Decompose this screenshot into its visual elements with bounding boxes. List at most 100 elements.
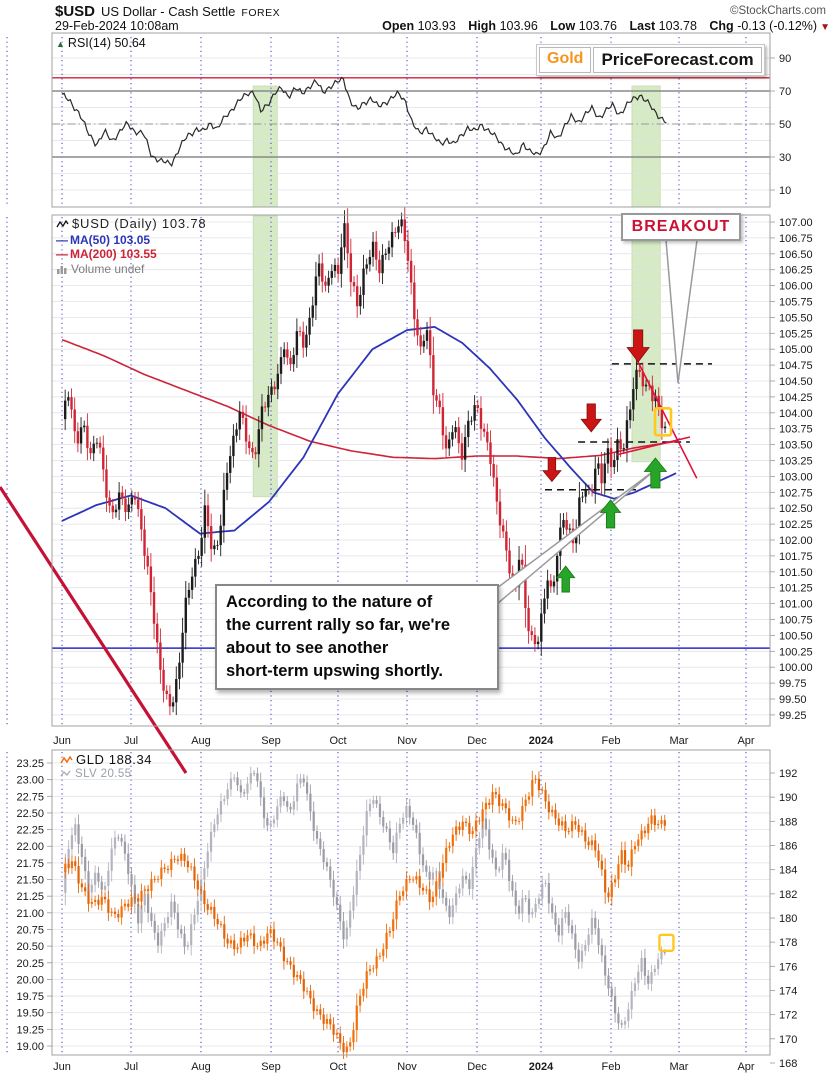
svg-text:186: 186 xyxy=(779,840,797,852)
svg-text:20.00: 20.00 xyxy=(16,974,44,986)
last-label: Last xyxy=(629,19,656,33)
last-value: 103.78 xyxy=(658,19,697,33)
main-chart-legend: $USD (Daily) 103.78 — MA(50) 103.05 — MA(2… xyxy=(56,216,207,278)
gld-legend-row: GLD 188.34 xyxy=(60,752,152,768)
exchange-label: FOREX xyxy=(241,7,281,19)
svg-text:182: 182 xyxy=(779,889,797,901)
svg-text:174: 174 xyxy=(779,985,797,997)
svg-text:106.50: 106.50 xyxy=(779,249,813,261)
svg-text:Dec: Dec xyxy=(467,1061,487,1073)
svg-text:105.50: 105.50 xyxy=(779,312,813,324)
svg-text:22.25: 22.25 xyxy=(16,825,44,837)
usd-legend-row: $USD (Daily) 103.78 xyxy=(56,216,207,233)
signal-arrows xyxy=(542,329,668,593)
svg-text:Aug: Aug xyxy=(191,1061,211,1073)
svg-text:107.00: 107.00 xyxy=(779,217,813,229)
high-value: 103.96 xyxy=(499,19,538,33)
gld-slv-panel xyxy=(64,766,666,1059)
svg-text:103.25: 103.25 xyxy=(779,456,813,468)
ma50-legend-row: — MA(50) 103.05 xyxy=(56,233,206,248)
change-down-triangle-icon: ▼ xyxy=(820,22,830,33)
svg-text:21.50: 21.50 xyxy=(16,875,44,887)
svg-text:101.50: 101.50 xyxy=(779,567,813,579)
svg-text:90: 90 xyxy=(779,53,791,65)
longterm-trendline xyxy=(0,486,188,774)
rsi-panel xyxy=(52,76,770,168)
symbol-label: $USD xyxy=(55,3,96,20)
copyright-label: ©StockCharts.com xyxy=(729,5,826,17)
svg-text:2024: 2024 xyxy=(529,1061,554,1073)
ma50-legend-label: MA(50) 103.05 xyxy=(70,232,151,247)
usd-legend-label: $USD (Daily) 103.78 xyxy=(72,216,207,231)
svg-text:101.25: 101.25 xyxy=(779,583,813,595)
rsi-indicator-icon: ▲ xyxy=(56,39,65,49)
svg-text:21.75: 21.75 xyxy=(16,858,44,870)
svg-text:23.25: 23.25 xyxy=(16,758,44,770)
svg-text:Apr: Apr xyxy=(737,1061,754,1073)
svg-text:99.25: 99.25 xyxy=(779,710,807,722)
svg-text:21.25: 21.25 xyxy=(16,891,44,903)
svg-text:184: 184 xyxy=(779,865,797,877)
volume-legend-row: Volume undef xyxy=(56,262,206,278)
svg-text:105.00: 105.00 xyxy=(779,344,813,356)
svg-text:19.25: 19.25 xyxy=(16,1024,44,1036)
svg-text:190: 190 xyxy=(779,792,797,804)
analysis-note-box: According to the nature of the current r… xyxy=(215,584,499,690)
svg-text:Nov: Nov xyxy=(397,1061,417,1073)
svg-text:101.75: 101.75 xyxy=(779,551,813,563)
svg-text:172: 172 xyxy=(779,1010,797,1022)
slv-legend-row: SLV 20.55 xyxy=(60,768,152,781)
svg-text:Oct: Oct xyxy=(329,735,346,747)
svg-text:Oct: Oct xyxy=(329,1061,346,1073)
svg-text:106.75: 106.75 xyxy=(779,233,813,245)
chart-header: $USD US Dollar - Cash Settle FOREX xyxy=(55,3,280,21)
svg-text:180: 180 xyxy=(779,913,797,925)
volume-bars-icon xyxy=(56,263,68,278)
svg-text:30: 30 xyxy=(779,152,791,164)
svg-text:20.75: 20.75 xyxy=(16,924,44,936)
svg-text:192: 192 xyxy=(779,768,797,780)
panel-borders xyxy=(51,32,771,1056)
svg-text:50: 50 xyxy=(779,119,791,131)
svg-text:102.25: 102.25 xyxy=(779,519,813,531)
svg-text:178: 178 xyxy=(779,937,797,949)
svg-text:168: 168 xyxy=(779,1058,797,1070)
svg-text:188: 188 xyxy=(779,816,797,828)
note-line-4: short-term upswing shortly. xyxy=(226,662,443,680)
svg-text:105.25: 105.25 xyxy=(779,328,813,340)
svg-text:19.50: 19.50 xyxy=(16,1008,44,1020)
rsi-legend: ▲ RSI(14) 50.64 xyxy=(56,36,146,50)
slv-last-highlight xyxy=(658,933,675,952)
svg-text:Mar: Mar xyxy=(670,1061,689,1073)
svg-text:70: 70 xyxy=(779,86,791,98)
open-label: Open xyxy=(382,19,415,33)
note-line-2: the current rally so far, we're xyxy=(226,616,451,634)
svg-text:Dec: Dec xyxy=(467,735,487,747)
svg-text:Mar: Mar xyxy=(670,735,689,747)
svg-text:Jul: Jul xyxy=(124,1061,138,1073)
quote-datetime: 29-Feb-2024 10:08am xyxy=(55,19,179,33)
axis-labels: 90 70 50 30 10 107.00 106.75 106.50 106.25 106.00… xyxy=(16,53,812,1070)
highlight-bands xyxy=(252,85,661,498)
svg-text:103.75: 103.75 xyxy=(779,424,813,436)
svg-text:100.25: 100.25 xyxy=(779,646,813,658)
svg-text:Jul: Jul xyxy=(124,735,138,747)
ma200-legend-row: — MA(200) 103.55 xyxy=(56,247,206,262)
svg-text:102.75: 102.75 xyxy=(779,487,813,499)
svg-text:170: 170 xyxy=(779,1034,797,1046)
goldpriceforecast-logo: Gold PriceForecast.com xyxy=(536,44,765,76)
svg-text:100.00: 100.00 xyxy=(779,662,813,674)
svg-text:102.00: 102.00 xyxy=(779,535,813,547)
svg-text:104.25: 104.25 xyxy=(779,392,813,404)
low-label: Low xyxy=(550,19,576,33)
gridlines-horizontal xyxy=(52,57,770,1047)
chg-label: Chg xyxy=(709,19,734,33)
usd-main-panel xyxy=(52,207,770,716)
svg-text:Apr: Apr xyxy=(737,735,754,747)
svg-text:23.00: 23.00 xyxy=(16,775,44,787)
svg-text:176: 176 xyxy=(779,961,797,973)
svg-text:99.50: 99.50 xyxy=(779,694,807,706)
svg-text:106.25: 106.25 xyxy=(779,265,813,277)
svg-text:101.00: 101.00 xyxy=(779,599,813,611)
svg-text:100.50: 100.50 xyxy=(779,630,813,642)
